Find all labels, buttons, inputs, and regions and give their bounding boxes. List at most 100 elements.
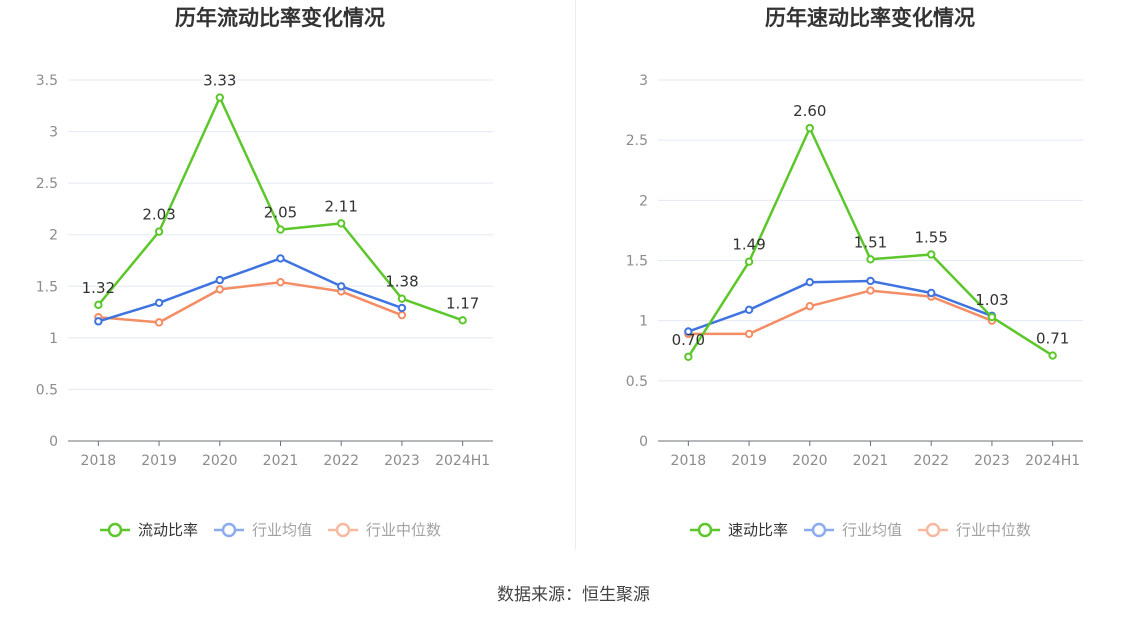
y-tick-label: 3 xyxy=(49,125,58,141)
y-tick-label: 0.5 xyxy=(626,374,648,390)
x-tick-label: 2019 xyxy=(141,453,177,469)
data-point xyxy=(805,277,814,287)
data-label: 2.05 xyxy=(264,204,297,222)
data-point xyxy=(276,225,285,234)
data-source-note: 数据来源：恒生聚源 xyxy=(497,585,650,605)
data-point xyxy=(397,294,407,303)
y-tick-label: 1 xyxy=(49,331,58,347)
data-label: 2.03 xyxy=(142,206,175,224)
legend-item-2: 行业中位数 xyxy=(918,521,1031,539)
data-point xyxy=(744,305,754,315)
x-tick-label: 2018 xyxy=(671,453,707,469)
data-point xyxy=(397,303,407,313)
series-line-1 xyxy=(687,279,993,333)
data-point xyxy=(866,286,875,295)
y-tick-label: 2.5 xyxy=(36,176,58,192)
legend-marker xyxy=(811,522,827,538)
data-point xyxy=(276,277,285,287)
legend-marker xyxy=(925,522,941,538)
legend-marker xyxy=(335,522,351,538)
panel-divider xyxy=(575,0,576,550)
data-label: 2.60 xyxy=(793,102,826,120)
x-tick-label: 2020 xyxy=(202,453,238,469)
data-point xyxy=(684,352,693,361)
x-tick-label: 2023 xyxy=(974,453,1010,469)
y-tick-label: 3.5 xyxy=(36,73,58,89)
legend-label: 流动比率 xyxy=(138,521,198,539)
data-point xyxy=(458,316,467,325)
data-point xyxy=(866,276,875,286)
y-tick-label: 1.5 xyxy=(36,279,58,295)
data-point xyxy=(397,310,407,320)
series-line-1 xyxy=(98,257,403,323)
data-label: 1.17 xyxy=(446,294,479,312)
legend-label: 行业中位数 xyxy=(366,521,441,539)
data-point xyxy=(94,300,103,310)
data-point xyxy=(805,123,814,133)
x-tick-label: 2022 xyxy=(913,453,949,469)
data-label: 0.70 xyxy=(672,331,705,349)
y-tick-label: 1.5 xyxy=(626,254,648,270)
data-point xyxy=(337,219,346,228)
data-label: 0.71 xyxy=(1036,330,1069,348)
chart-title: 历年流动比率变化情况 xyxy=(175,6,385,30)
data-point xyxy=(927,288,936,298)
legend-label: 行业均值 xyxy=(842,521,902,539)
legend-marker xyxy=(697,522,713,538)
x-tick-label: 2023 xyxy=(384,453,420,469)
x-tick-label: 2024H1 xyxy=(435,453,490,469)
y-tick-label: 0.5 xyxy=(36,382,58,398)
data-point xyxy=(866,255,875,264)
data-point xyxy=(276,254,285,263)
data-point xyxy=(94,317,103,326)
data-point xyxy=(215,275,224,285)
series-line-2 xyxy=(688,289,993,336)
y-tick-label: 1 xyxy=(639,314,648,330)
quick-ratio-panel: 历年速动比率变化情况 0 0.5 1 1.5 2 2.5 3 2018 2019 2020 2021 2… xyxy=(576,0,1147,560)
y-tick-label: 2.5 xyxy=(626,133,648,149)
data-label: 1.32 xyxy=(82,279,115,297)
y-tick-label: 2 xyxy=(49,228,58,244)
data-label: 1.51 xyxy=(854,233,887,251)
y-tick-label: 3 xyxy=(639,73,648,89)
data-point xyxy=(744,257,754,266)
quick-ratio-chart: 历年速动比率变化情况 0 0.5 1 1.5 2 2.5 3 2018 2019 2020 2021 2… xyxy=(626,6,1083,539)
data-point xyxy=(1048,351,1057,360)
data-point xyxy=(744,329,754,339)
data-label: 2.11 xyxy=(325,197,358,215)
legend-marker xyxy=(107,522,123,538)
data-point xyxy=(927,250,936,259)
current-ratio-panel: 历年流动比率变化情况 0 0.5 1 1.5 2 2.5 3 3.5 2018 2019 2020 20… xyxy=(0,0,574,560)
data-label: 3.33 xyxy=(203,72,236,90)
x-tick-label: 2018 xyxy=(81,453,117,469)
data-point xyxy=(805,302,814,311)
y-tick-label: 0 xyxy=(49,434,58,450)
x-tick-label: 2021 xyxy=(263,453,299,469)
data-point xyxy=(154,318,164,327)
data-label: 1.38 xyxy=(385,273,418,291)
data-point xyxy=(154,227,164,236)
data-point xyxy=(154,298,164,307)
y-tick-label: 0 xyxy=(639,434,648,450)
legend-marker xyxy=(221,522,237,538)
data-point xyxy=(684,327,693,336)
y-tick-label: 2 xyxy=(639,193,648,209)
legend-item-1: 行业均值 xyxy=(804,521,902,539)
data-label: 1.49 xyxy=(732,236,765,254)
series-line-2 xyxy=(98,280,403,324)
legend-item-2: 行业中位数 xyxy=(328,521,441,539)
legend-item-0: 流动比率 xyxy=(100,521,198,539)
x-tick-label: 2019 xyxy=(731,453,767,469)
data-point xyxy=(337,282,346,291)
data-label: 1.03 xyxy=(975,291,1008,309)
chart-title: 历年速动比率变化情况 xyxy=(765,6,975,30)
x-tick-label: 2020 xyxy=(792,453,828,469)
data-point xyxy=(215,285,224,294)
legend-item-1: 行业均值 xyxy=(214,521,312,539)
x-tick-label: 2022 xyxy=(323,453,359,469)
data-point xyxy=(215,93,224,102)
legend-label: 速动比率 xyxy=(728,521,788,539)
legend-item-0: 速动比率 xyxy=(690,521,788,539)
x-tick-label: 2021 xyxy=(853,453,889,469)
data-label: 1.55 xyxy=(915,228,948,246)
